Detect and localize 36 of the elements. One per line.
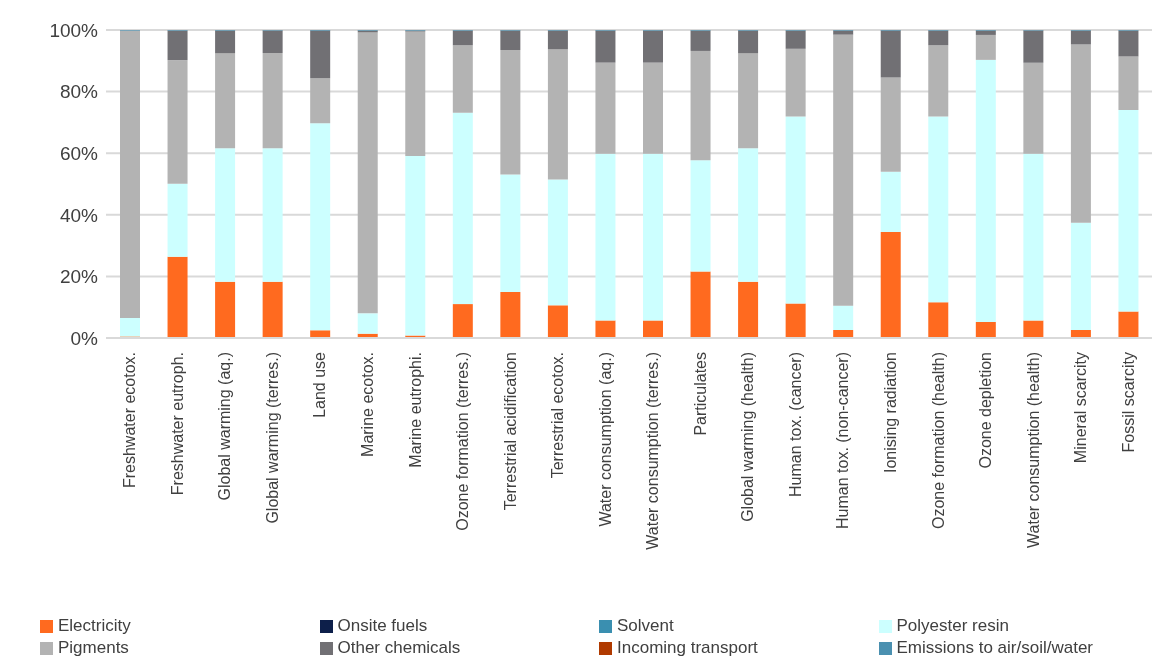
legend-label: Onsite fuels xyxy=(337,616,428,636)
x-tick-label: Terrestrial acidification xyxy=(501,352,519,511)
legend-label: Electricity xyxy=(58,616,131,636)
x-tick-label: Global warming (terres.) xyxy=(263,352,281,524)
legend-label: Other chemicals xyxy=(337,638,461,658)
y-tick-label: 20% xyxy=(59,266,99,288)
x-tick-label: Land use xyxy=(311,351,329,418)
x-tick-label: Ozone depletion xyxy=(977,352,995,469)
legend-label: Incoming transport xyxy=(617,638,758,658)
y-tick-label: 40% xyxy=(59,204,99,226)
y-tick-label: 100% xyxy=(49,19,99,41)
y-tick-label: 80% xyxy=(59,81,99,103)
x-tick-label: Marine ecotox. xyxy=(359,352,376,457)
x-tick-label: Freshwater ecotox. xyxy=(121,352,139,489)
x-tick-label: Water consumption (health) xyxy=(1024,352,1042,548)
x-tick-label: Human tox. (non-cancer) xyxy=(834,352,852,529)
x-tick-label: Particulates xyxy=(691,352,709,436)
x-tick-label: Marine eutrophi. xyxy=(406,352,424,468)
x-tick-label: Ozone formation (terres.) xyxy=(454,352,472,531)
legend-label: Solvent xyxy=(617,616,674,636)
x-tick-label: Human tox. (cancer) xyxy=(786,352,804,497)
y-tick-label: 0% xyxy=(70,327,99,349)
y-tick-label: 60% xyxy=(59,142,99,164)
x-tick-label: Global warming (health) xyxy=(739,352,757,522)
x-tick-label: Water consumption (aq.) xyxy=(596,352,614,527)
x-tick-label: Mineral scarcity xyxy=(1072,352,1090,464)
x-tick-label: Water consumption (terres.) xyxy=(644,352,662,550)
legend-label: Emissions to air/soil/water xyxy=(896,638,1094,658)
legend-label: Pigments xyxy=(58,638,129,658)
x-tick-label: Terrestrial ecotox. xyxy=(549,352,567,479)
x-tick-label: Freshwater eutroph. xyxy=(168,352,186,496)
x-tick-label: Ozone formation (health) xyxy=(929,352,947,529)
x-tick-label: Global warming (aq.) xyxy=(216,352,234,501)
x-tick-label: Fossil scarcity xyxy=(1119,352,1137,453)
legend-label: Polyester resin xyxy=(896,616,1009,636)
x-tick-label: Ionising radiation xyxy=(882,352,899,473)
